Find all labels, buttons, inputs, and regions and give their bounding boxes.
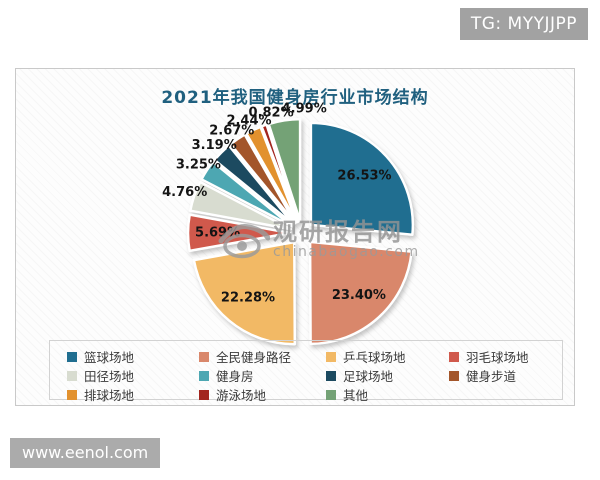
legend-swatch-3 <box>449 351 459 362</box>
legend-label-8: 排球场地 <box>84 388 135 403</box>
legend-item-10: 其他 <box>326 385 449 404</box>
pie-label-3: 5.69% <box>195 225 240 240</box>
pie-label-7: 2.67% <box>209 123 254 138</box>
legend-swatch-10 <box>326 389 336 400</box>
chart-panel: 2021年我国健身房行业市场结构 26.53% 23.40% 22.28% 5.69%… <box>15 68 575 406</box>
tg-badge: TG: MYYJJPP <box>459 8 588 40</box>
legend-item-7: 健身步道 <box>449 366 562 385</box>
legend: 篮球场地 全民健身路径 乒乓球场地 羽毛球场地田径场地 健身房 足球场地 健身步道排球场地 游… <box>49 340 563 403</box>
pie-slice-1 <box>308 240 413 346</box>
legend-swatch-9 <box>199 389 209 400</box>
pie-slice-2 <box>192 240 297 346</box>
legend-item-2: 乒乓球场地 <box>326 347 449 366</box>
legend-label-2: 乒乓球场地 <box>343 350 406 365</box>
pie-slice-6 <box>213 144 295 226</box>
pie-slice-4 <box>189 180 292 231</box>
legend-item-6: 足球场地 <box>326 366 449 385</box>
legend-item-3: 羽毛球场地 <box>449 347 562 366</box>
legend-label-7: 健身步道 <box>466 369 517 384</box>
legend-swatch-5 <box>199 370 209 381</box>
pie-label-1: 23.40% <box>332 288 386 303</box>
pie-label-2: 22.28% <box>221 290 275 305</box>
pie-label-9: 0.82% <box>249 105 294 120</box>
legend-swatch-4 <box>67 370 77 381</box>
legend-item-1: 全民健身路径 <box>199 347 326 366</box>
legend-swatch-1 <box>199 351 209 362</box>
pie-label-0: 26.53% <box>337 169 391 184</box>
legend-label-9: 游泳场地 <box>216 388 267 403</box>
legend-label-3: 羽毛球场地 <box>466 350 529 365</box>
pie-label-6: 3.19% <box>192 138 237 153</box>
legend-swatch-2 <box>326 351 336 362</box>
pie-slice-0 <box>309 121 415 236</box>
pie-slice-5 <box>200 160 294 228</box>
legend-label-1: 全民健身路径 <box>216 350 292 365</box>
legend-swatch-6 <box>326 370 336 381</box>
pie-slice-10 <box>267 117 302 223</box>
pie-label-5: 3.25% <box>176 157 221 172</box>
legend-swatch-7 <box>449 370 459 381</box>
legend-label-10: 其他 <box>343 388 369 403</box>
pie-slice-9 <box>260 123 300 223</box>
pie-slice-7 <box>229 133 297 225</box>
legend-item-9: 游泳场地 <box>199 385 326 404</box>
pie-label-8: 2.44% <box>226 113 271 128</box>
legend-label-4: 田径场地 <box>84 369 135 384</box>
site-badge: www.eenol.com <box>10 438 161 468</box>
legend-swatch-0 <box>67 351 77 362</box>
legend-swatch-8 <box>67 389 77 400</box>
legend-item-8: 排球场地 <box>67 385 199 404</box>
legend-label-0: 篮球场地 <box>84 350 135 365</box>
pie-chart: 26.53%23.40%22.28%5.69%4.76%3.25%3.19%2.… <box>162 102 415 346</box>
legend-item-5: 健身房 <box>199 366 326 385</box>
legend-item-4: 田径场地 <box>67 366 199 385</box>
pie-label-10: 4.99% <box>282 102 327 117</box>
chart-title: 2021年我国健身房行业市场结构 <box>161 88 429 108</box>
legend-label-6: 足球场地 <box>343 369 394 384</box>
legend-item-0: 篮球场地 <box>67 347 199 366</box>
pie-label-4: 4.76% <box>162 185 207 200</box>
legend-label-5: 健身房 <box>216 369 254 384</box>
